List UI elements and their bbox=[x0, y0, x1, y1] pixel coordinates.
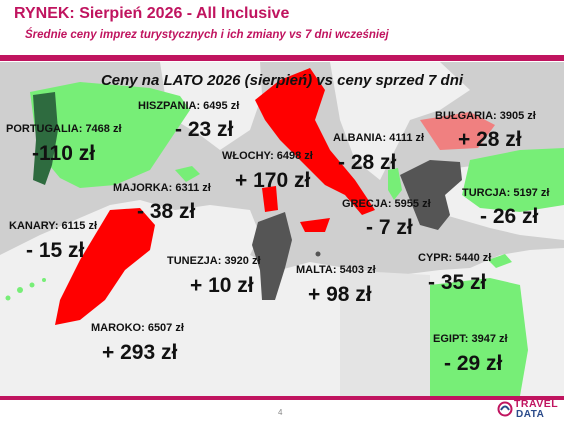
page-title: RYNEK: Sierpień 2026 - All Inclusive bbox=[14, 5, 290, 22]
label-egipt: EGIPT: 3947 zł bbox=[433, 333, 508, 345]
change-grecja: - 7 zł bbox=[366, 216, 413, 239]
label-hiszpania: HISZPANIA: 6495 zł bbox=[138, 100, 240, 112]
change-egipt: - 29 zł bbox=[444, 352, 503, 375]
majorca-region bbox=[175, 166, 200, 182]
label-albania: ALBANIA: 4111 zł bbox=[333, 132, 425, 144]
sardinia-region bbox=[262, 186, 278, 212]
tunisia-region bbox=[252, 212, 292, 300]
malta-region bbox=[315, 251, 321, 257]
label-maroko: MAROKO: 6507 zł bbox=[91, 322, 184, 334]
change-malta: + 98 zł bbox=[308, 283, 372, 306]
bulgaria-region bbox=[420, 112, 495, 150]
change-kanary: - 15 zł bbox=[26, 239, 85, 262]
greece-region bbox=[400, 160, 462, 230]
canary-island bbox=[5, 295, 11, 301]
footer-divider bbox=[0, 396, 564, 400]
logo-text-travel: TRAVEL bbox=[514, 398, 559, 410]
label-cypr: CYPR: 5440 zł bbox=[418, 252, 492, 264]
page-subtitle: Średnie ceny imprez turystycznych i ich … bbox=[25, 29, 389, 41]
label-tunezja: TUNEZJA: 3920 zł bbox=[167, 255, 261, 267]
central-europe-land bbox=[160, 62, 262, 150]
change-cypr: - 35 zł bbox=[428, 271, 487, 294]
portugal-region bbox=[33, 92, 58, 185]
label-grecja: GRECJA: 5955 zł bbox=[342, 198, 431, 210]
travel-data-logo: TRAVEL DATA bbox=[496, 398, 558, 420]
turkey-region bbox=[462, 148, 564, 212]
balkans-land bbox=[330, 62, 470, 180]
header-divider bbox=[0, 55, 564, 61]
change-hiszpania: - 23 zł bbox=[175, 118, 234, 141]
egypt-region bbox=[430, 278, 528, 396]
change-tunezja: + 10 zł bbox=[190, 274, 254, 297]
label-kanary: KANARY: 6115 zł bbox=[9, 220, 98, 232]
change-bulgaria: + 28 zł bbox=[458, 128, 522, 151]
label-bulgaria: BUŁGARIA: 3905 zł bbox=[435, 110, 536, 122]
canary-island bbox=[17, 287, 23, 293]
change-turcja: - 26 zł bbox=[480, 205, 539, 228]
italy-region bbox=[255, 68, 375, 215]
label-portugalia: PORTUGALIA: 7468 zł bbox=[6, 123, 122, 135]
label-turcja: TURCJA: 5197 zł bbox=[462, 187, 550, 199]
morocco-region bbox=[55, 208, 155, 325]
sicily-region bbox=[300, 218, 330, 232]
albania-region bbox=[388, 168, 402, 200]
libya-land bbox=[340, 270, 430, 396]
canary-island bbox=[29, 282, 35, 288]
mediterranean-map bbox=[0, 62, 564, 396]
map-title: Ceny na LATO 2026 (sierpień) vs ceny spr… bbox=[100, 72, 464, 89]
change-maroko: + 293 zł bbox=[102, 341, 178, 364]
label-malta: MALTA: 5403 zł bbox=[296, 264, 376, 276]
logo-text-data: DATA bbox=[516, 409, 545, 420]
page-number: 4 bbox=[278, 408, 283, 417]
cyprus-region bbox=[488, 254, 512, 268]
label-majorka: MAJORKA: 6311 zł bbox=[113, 182, 211, 194]
label-wlochy: WŁOCHY: 6498 zł bbox=[222, 150, 313, 162]
change-portugalia: -110 zł bbox=[32, 142, 96, 165]
change-majorka: - 38 zł bbox=[137, 200, 196, 223]
change-wlochy: + 170 zł bbox=[235, 169, 311, 192]
canary-island bbox=[42, 278, 46, 282]
spain-region bbox=[30, 82, 190, 188]
change-albania: - 28 zł bbox=[338, 151, 397, 174]
logo-swirl-icon bbox=[497, 401, 513, 417]
